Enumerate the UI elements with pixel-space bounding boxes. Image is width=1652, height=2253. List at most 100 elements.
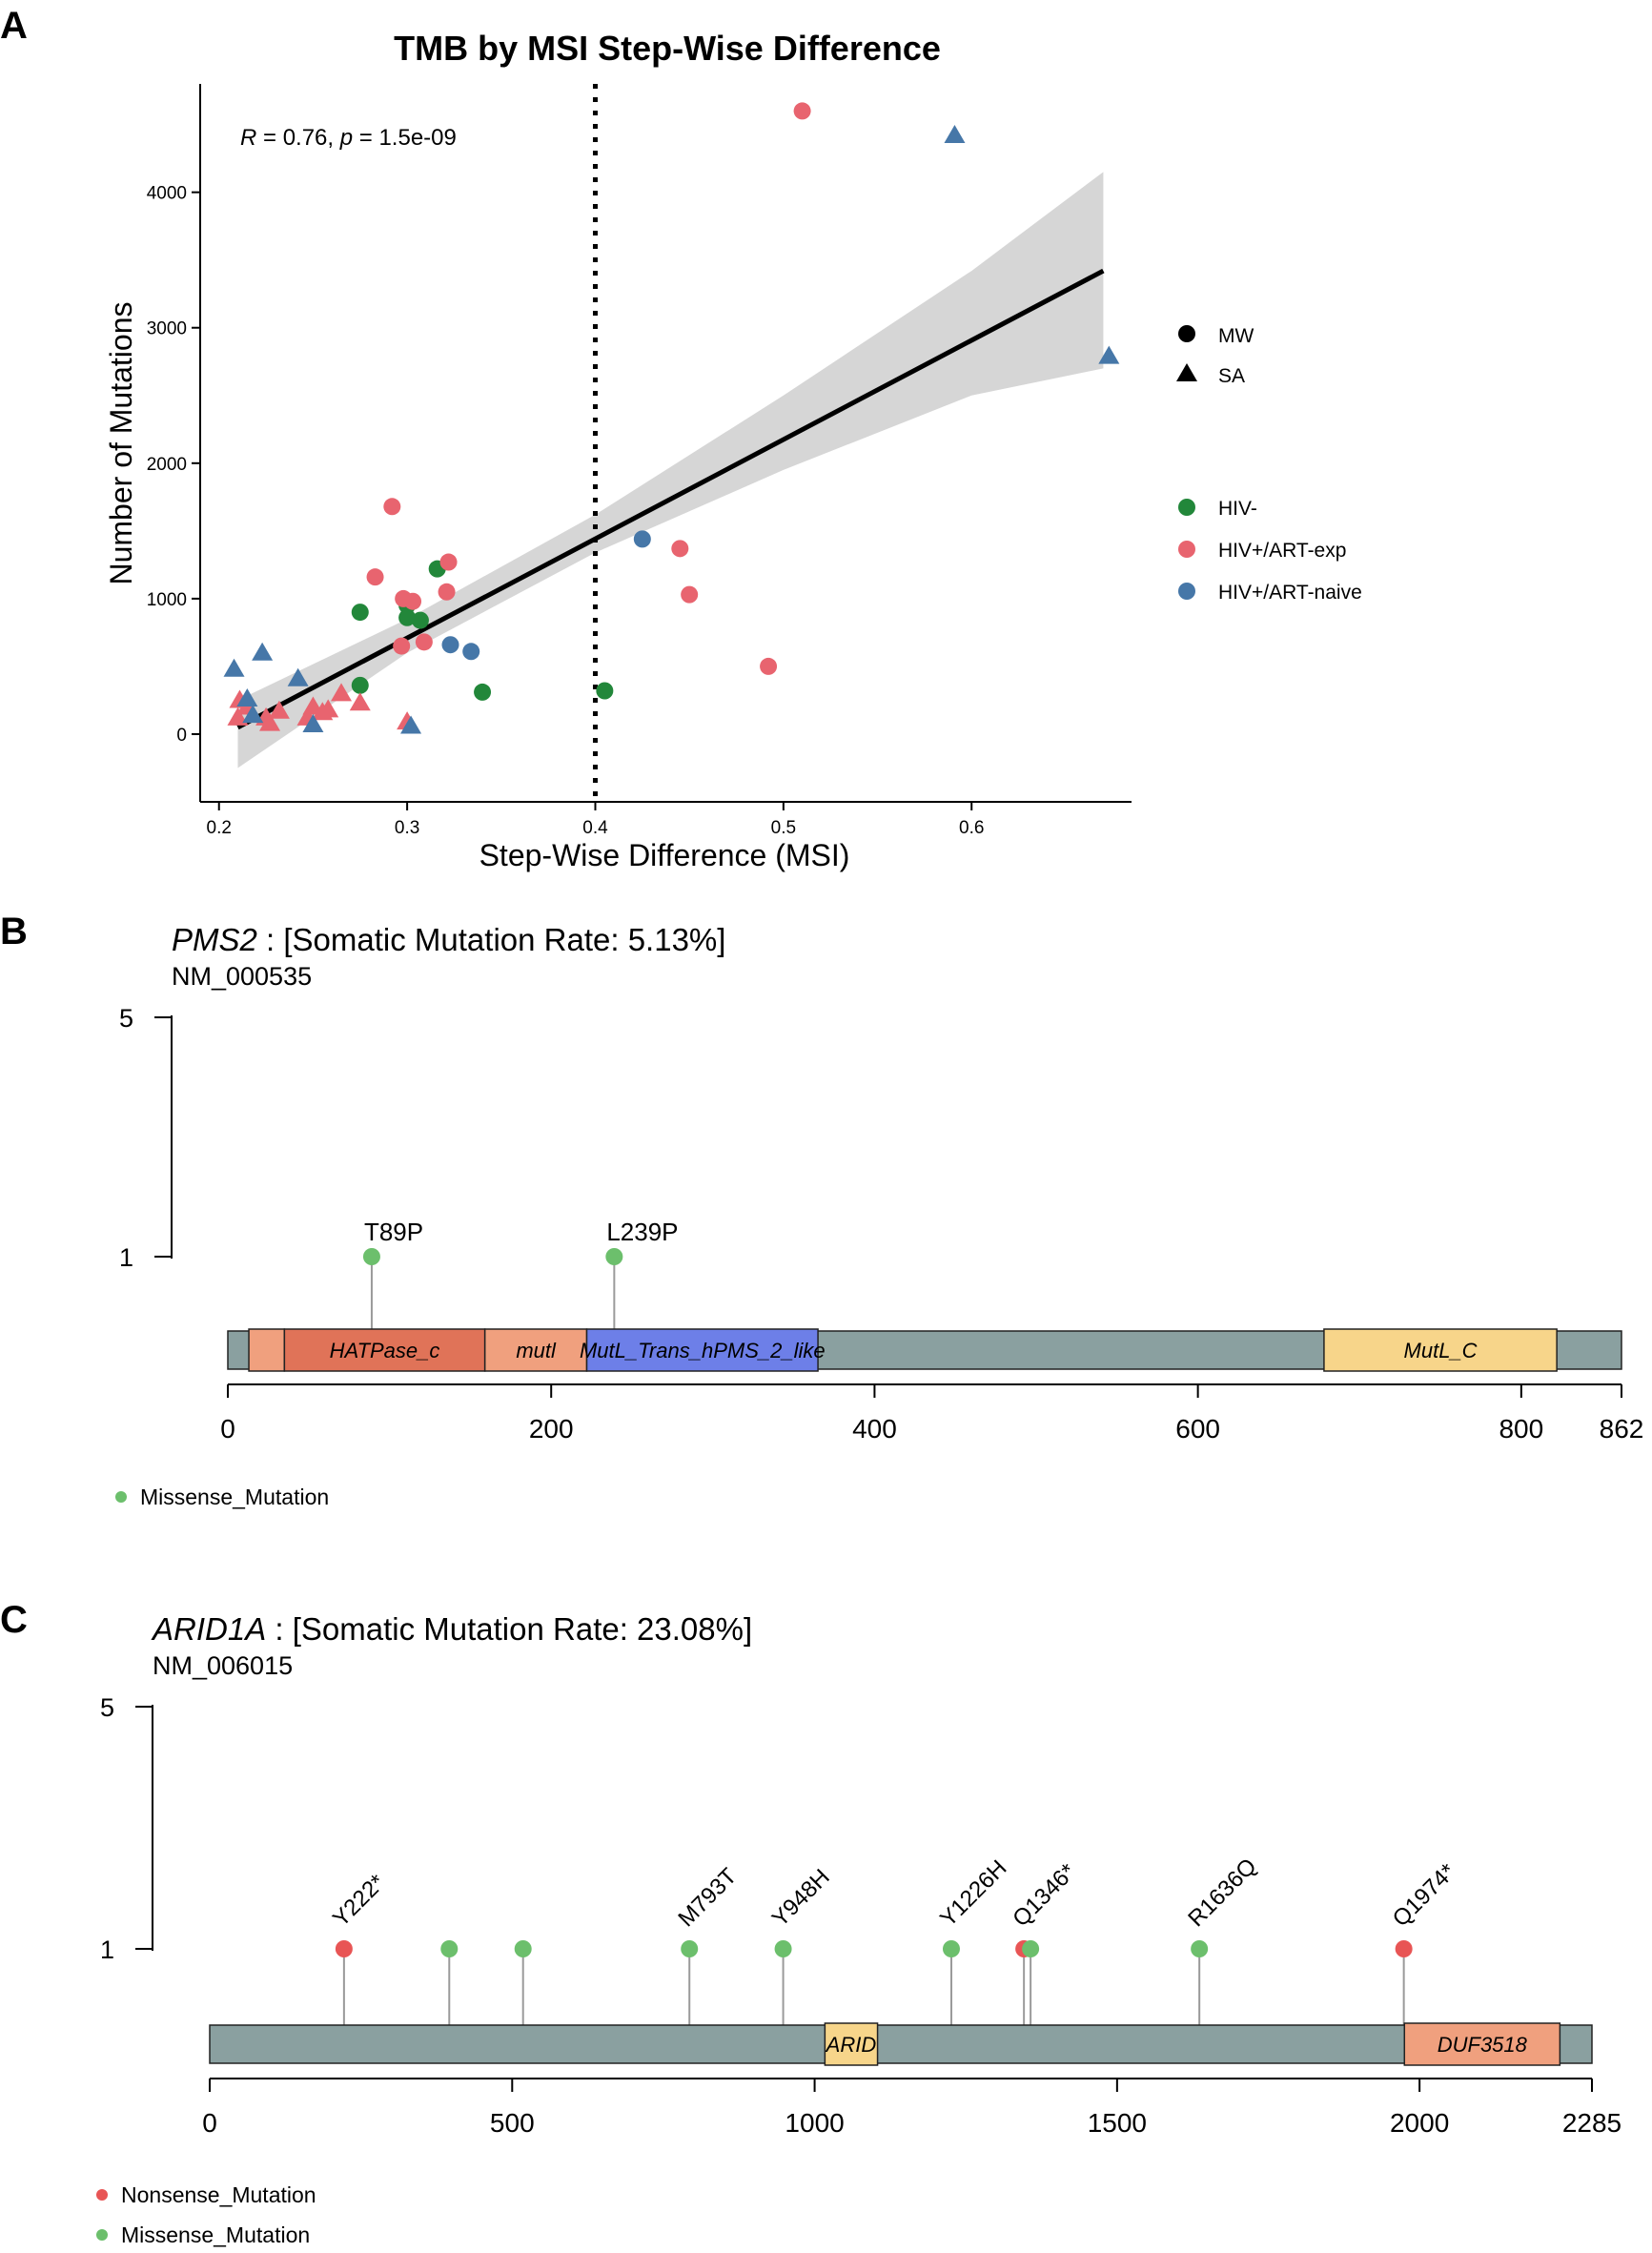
data-point-triangle bbox=[317, 699, 339, 718]
data-point-triangle bbox=[302, 714, 324, 733]
x-tick-label: 0.4 bbox=[582, 818, 608, 838]
b-domain-box bbox=[283, 1328, 486, 1372]
y-axis-label: Number of Mutations bbox=[104, 301, 138, 584]
c-mutation-head bbox=[514, 1940, 532, 1957]
data-point-circle bbox=[438, 583, 456, 601]
data-point-circle bbox=[398, 608, 417, 626]
data-point-circle bbox=[411, 611, 429, 629]
b-domain-box bbox=[585, 1328, 819, 1372]
pms2-x-ticks: 0 200 400 600 800 862 bbox=[220, 1384, 1643, 1444]
b-mutation-label: L239P bbox=[606, 1218, 678, 1246]
data-point-circle bbox=[462, 643, 480, 661]
legend-hiv-neg-label: HIV- bbox=[1218, 498, 1257, 520]
data-point-triangle bbox=[331, 683, 353, 702]
data-points bbox=[223, 102, 1120, 734]
c-mutation-head bbox=[942, 1940, 960, 1957]
data-point-triangle bbox=[349, 692, 371, 711]
c-y-tick-label: 1 bbox=[100, 1936, 114, 1964]
c-x-tick-label: 2285 bbox=[1562, 2108, 1621, 2138]
c-mutation-label: Q1346* bbox=[1008, 1859, 1081, 1933]
panel-c-letter: C bbox=[0, 1599, 28, 1641]
pms2-lollipop-stems bbox=[370, 1257, 616, 1331]
c-domain-label: DUF3518 bbox=[1438, 2033, 1528, 2057]
b-x-tick-label: 600 bbox=[1175, 1414, 1220, 1444]
b-domain-label: MutL_Trans_hPMS_2_like bbox=[580, 1339, 826, 1362]
pms2-mutations: T89P L239P bbox=[362, 1218, 679, 1265]
arid1a-protein-backbone bbox=[209, 2024, 1593, 2064]
legend-hiv-exp-marker bbox=[1178, 541, 1195, 558]
pms2-transcript: NM_000535 bbox=[172, 962, 312, 991]
x-axis-label: Step-Wise Difference (MSI) bbox=[479, 838, 850, 872]
data-point-triangle bbox=[227, 707, 249, 726]
b-mutation-head bbox=[362, 1248, 380, 1265]
c-legend-label: Nonsense_Mutation bbox=[121, 2182, 316, 2207]
c-mutation-head bbox=[1191, 1940, 1209, 1957]
data-point-circle bbox=[351, 676, 369, 694]
c-mutation-label: M793T bbox=[673, 1863, 742, 1932]
arid1a-legend: Nonsense_Mutation Missense_Mutation bbox=[96, 2182, 316, 2247]
data-point-circle bbox=[415, 633, 433, 651]
c-mutation-label: Y1226H bbox=[935, 1855, 1011, 1932]
data-point-circle bbox=[681, 585, 699, 604]
c-mutation-label: Y222* bbox=[328, 1870, 390, 1932]
data-point-circle bbox=[383, 498, 401, 516]
b-x-tick-label: 800 bbox=[1499, 1414, 1543, 1444]
annotation-tail: = 1.5e-09 bbox=[353, 125, 457, 151]
y-tick-label: 0 bbox=[176, 726, 187, 746]
pms2-legend: Missense_Mutation bbox=[115, 1485, 329, 1509]
c-x-tick-label: 0 bbox=[202, 2108, 217, 2138]
data-point-circle bbox=[441, 636, 459, 654]
correlation-annotation: R = 0.76, p = 1.5e-09 bbox=[240, 125, 457, 151]
y-tick-label: 3000 bbox=[147, 319, 187, 339]
annotation-r: R bbox=[240, 125, 256, 151]
b-domain-box bbox=[483, 1328, 588, 1372]
b-x-tick-label: 400 bbox=[852, 1414, 897, 1444]
c-y-tick-label: 5 bbox=[100, 1693, 114, 1722]
c-mutation-label: Q1974* bbox=[1388, 1859, 1461, 1933]
data-point-triangle bbox=[236, 688, 258, 707]
arid1a-gene-name: ARID1A bbox=[151, 1611, 266, 1647]
data-point-circle bbox=[596, 682, 614, 700]
data-point-triangle bbox=[268, 700, 290, 719]
pms2-domains: HATPase_c mutl MutL_Trans_hPMS_2_like MutL_… bbox=[248, 1328, 1558, 1372]
data-point-circle bbox=[793, 102, 811, 120]
pms2-title: PMS2 : [Somatic Mutation Rate: 5.13%] bbox=[172, 922, 725, 957]
legend-sa-marker bbox=[1176, 363, 1197, 381]
data-point-triangle bbox=[287, 667, 309, 686]
arid1a-title-rest: : [Somatic Mutation Rate: 23.08%] bbox=[266, 1611, 752, 1647]
c-legend-label: Missense_Mutation bbox=[121, 2222, 310, 2247]
arid1a-domains: ARID DUF3518 bbox=[824, 2022, 1561, 2066]
b-domain-label: HATPase_c bbox=[330, 1339, 440, 1362]
b-x-tick-label: 862 bbox=[1600, 1414, 1644, 1444]
regression-line bbox=[236, 268, 1105, 730]
arid1a-x-ticks: 0 500 1000 1500 2000 2285 bbox=[202, 2079, 1621, 2138]
c-mutation-head bbox=[681, 1940, 699, 1957]
c-mutation-head bbox=[1022, 1940, 1040, 1957]
x-tick-label: 0.6 bbox=[959, 818, 984, 838]
c-mutation-head bbox=[1395, 1940, 1413, 1957]
b-domain-label: mutl bbox=[516, 1339, 557, 1362]
data-point-triangle bbox=[242, 705, 264, 724]
legend-mw-marker bbox=[1178, 325, 1195, 342]
c-mutation-head bbox=[335, 1940, 353, 1957]
panel-b: B PMS2 : [Somatic Mutation Rate: 5.13%] … bbox=[0, 911, 1643, 1509]
data-point-circle bbox=[351, 604, 369, 622]
panel-a-letter: A bbox=[0, 5, 28, 47]
arid1a-title: ARID1A : [Somatic Mutation Rate: 23.08%] bbox=[151, 1611, 752, 1647]
c-mutation-label: Y948H bbox=[767, 1864, 835, 1932]
c-mutation-head bbox=[440, 1940, 459, 1957]
x-ticks: 0.2 0.3 0.4 0.5 0.6 bbox=[207, 802, 984, 838]
y-tick-label: 4000 bbox=[147, 184, 187, 204]
c-domain-box bbox=[824, 2022, 879, 2066]
b-domain-box bbox=[248, 1328, 286, 1372]
legend-hiv-naive-marker bbox=[1178, 583, 1195, 600]
chart-title: TMB by MSI Step-Wise Difference bbox=[394, 29, 941, 68]
c-mutation-label: R1636Q bbox=[1183, 1854, 1261, 1932]
pms2-gene-name: PMS2 bbox=[172, 922, 257, 957]
arid1a-y-ticks: 15 bbox=[100, 1693, 153, 1964]
b-legend-label: Missense_Mutation bbox=[140, 1485, 329, 1509]
x-tick-label: 0.5 bbox=[771, 818, 796, 838]
y-tick-label: 2000 bbox=[147, 455, 187, 475]
